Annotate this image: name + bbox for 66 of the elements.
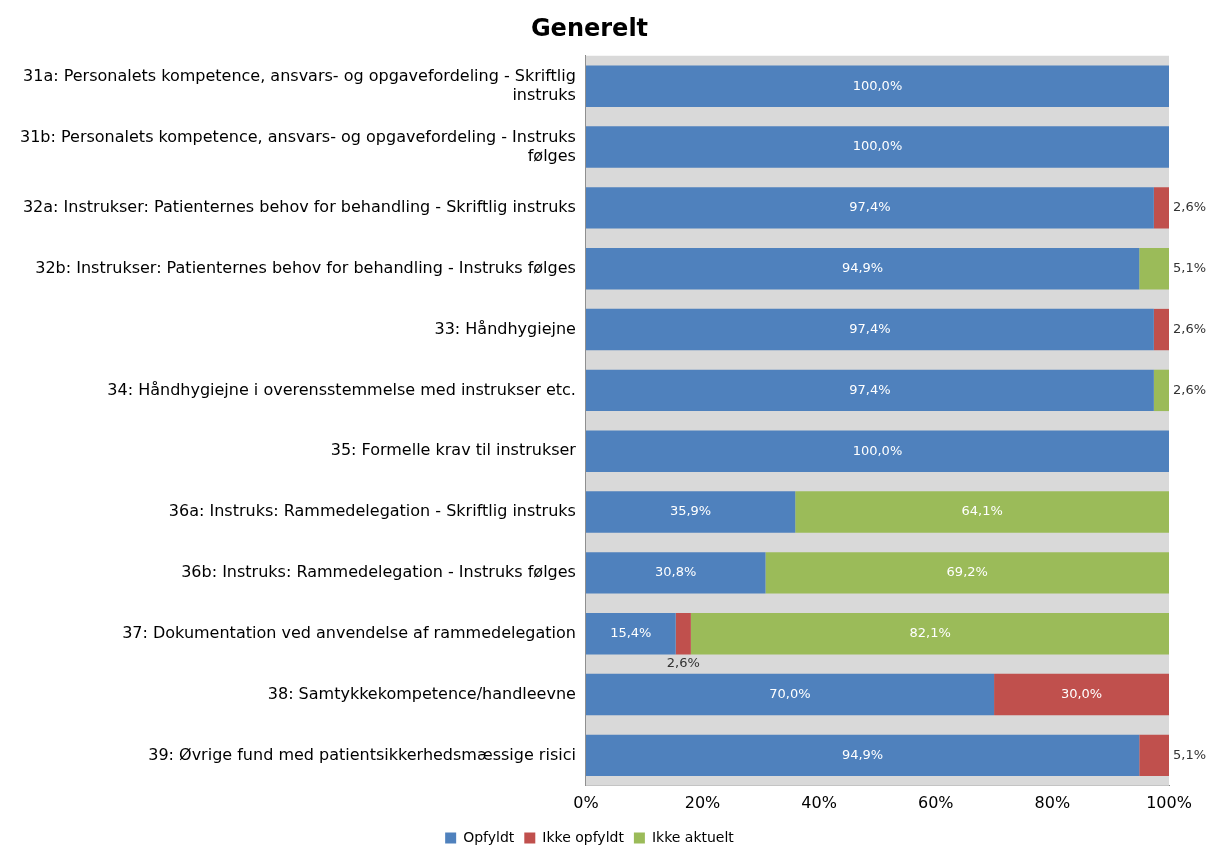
- y-tick-label: 39: Øvrige fund med patientsikkerhedsmæssige risici: [148, 744, 576, 764]
- data-label: 97,4%: [849, 320, 891, 336]
- x-tick-label: 60%: [917, 792, 954, 812]
- data-label: 70,0%: [769, 685, 811, 701]
- bar: [765, 552, 1169, 594]
- bar: [1139, 248, 1169, 290]
- bar: [1153, 308, 1169, 351]
- data-label: 35,9%: [669, 503, 712, 519]
- y-tick-label: 36a: Instruks: Rammedelegation - Skriftlig instruks: [168, 501, 576, 521]
- y-tick-label: 36b: Instruks: Rammedelegation - Instruks følges: [181, 562, 576, 582]
- chart-title: Generelt: [530, 13, 649, 42]
- data-label: 2,6%: [666, 654, 700, 670]
- data-label: 2,6%: [1173, 381, 1207, 397]
- y-tick-label: 38: Samtykkekompetence/handleevne: [267, 683, 576, 703]
- bar: [1153, 369, 1169, 412]
- data-label: 97,4%: [849, 199, 891, 215]
- data-label: 64,1%: [961, 503, 1003, 519]
- y-tick-label: 35: Formelle krav til instrukser: [330, 440, 577, 460]
- bar: [1139, 734, 1169, 777]
- bar: [585, 673, 995, 716]
- data-label: 30,0%: [1060, 685, 1103, 701]
- legend-label: Ikke aktuelt: [651, 828, 735, 845]
- legend-label: Opfyldt: [463, 828, 515, 845]
- bar: [675, 613, 691, 655]
- x-tick-label: 20%: [684, 792, 721, 812]
- bar: [585, 552, 766, 594]
- data-label: 2,6%: [1173, 199, 1207, 215]
- bar: [585, 430, 1169, 472]
- bar: [585, 613, 676, 655]
- bar: [994, 673, 1169, 716]
- x-tick-label: 0%: [573, 792, 599, 812]
- data-label: 5,1%: [1173, 746, 1207, 762]
- data-label: 100,0%: [852, 77, 903, 93]
- y-tick-label: 33: Håndhygiejne: [434, 318, 576, 338]
- legend-label: Ikke opfyldt: [542, 828, 625, 845]
- y-tick-label: 37: Dokumentation ved anvendelse af rammedelegation: [122, 622, 576, 642]
- data-label: 5,1%: [1173, 260, 1207, 276]
- y-tick-label: 34: Håndhygiejne i overensstemmelse med instrukser etc.: [107, 379, 576, 399]
- y-tick-label: 31a: Personalets kompetence, ansvars- og opgavefordeling - Skriftlig instruks: [23, 65, 576, 104]
- y-tick-label: 32b: Instrukser: Patienternes behov for behandling - Instruks følges: [35, 257, 576, 277]
- data-label: 30,8%: [655, 564, 697, 580]
- bar: [585, 65, 1169, 107]
- bar: [585, 248, 1140, 290]
- data-label: 100,0%: [852, 442, 903, 458]
- y-tick-label: 32a: Instrukser: Patienternes behov for behandling - Skriftlig instruks: [22, 197, 576, 217]
- x-tick-label: 40%: [801, 792, 837, 812]
- bar: [795, 491, 1169, 533]
- data-label: 69,2%: [946, 564, 988, 580]
- bar: [585, 187, 1154, 229]
- bar: [690, 613, 1169, 655]
- data-label: 82,1%: [909, 625, 951, 641]
- bar: [1153, 187, 1169, 229]
- bar: [585, 126, 1169, 168]
- data-label: 2,6%: [1173, 320, 1207, 336]
- y-tick-label: 31b: Personalets kompetence, ansvars- og opgavefordeling - Instruks følges: [20, 126, 576, 165]
- bar: [585, 369, 1154, 412]
- x-tick-label: 80%: [1034, 792, 1071, 812]
- data-label: 15,4%: [610, 625, 652, 641]
- data-label: 100,0%: [852, 138, 903, 154]
- bar: [585, 734, 1140, 777]
- data-label: 94,9%: [841, 260, 884, 276]
- data-label: 97,4%: [849, 381, 891, 397]
- bar: [585, 308, 1154, 351]
- x-tick-label: 100%: [1146, 792, 1192, 812]
- data-label: 94,9%: [841, 746, 884, 762]
- bar: [585, 491, 796, 533]
